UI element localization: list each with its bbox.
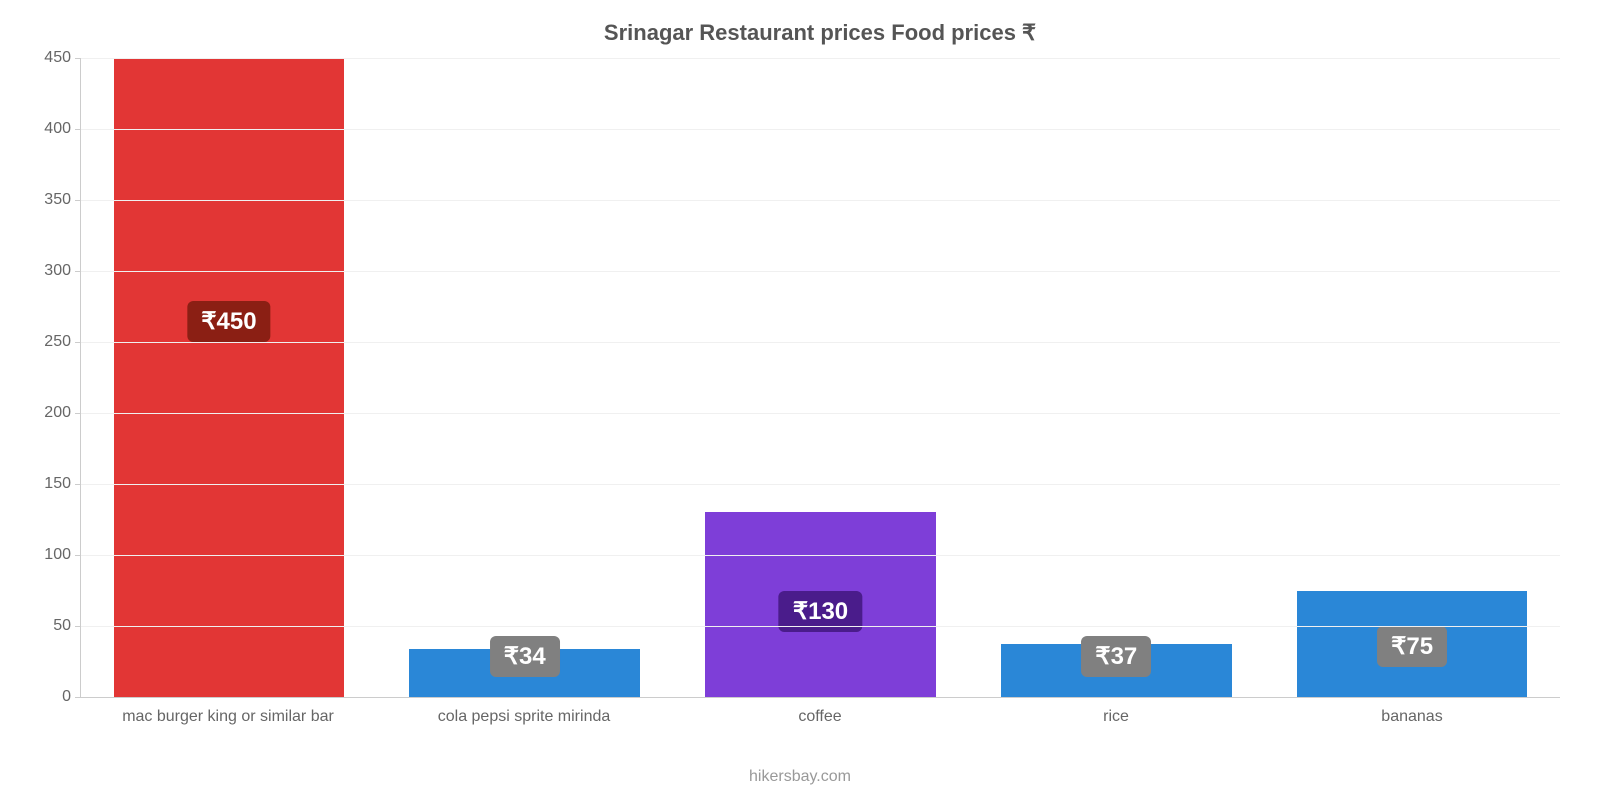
value-badge: ₹75 (1377, 626, 1447, 667)
bar-slot: ₹450 (81, 58, 377, 697)
gridline (81, 626, 1560, 627)
plot-area: ₹450₹34₹130₹37₹75 0501001502002503003504… (80, 58, 1560, 698)
bar-slot: ₹75 (1264, 58, 1560, 697)
y-tick-mark (75, 200, 81, 201)
gridline (81, 271, 1560, 272)
value-badge: ₹34 (490, 636, 560, 677)
gridline (81, 413, 1560, 414)
gridline (81, 200, 1560, 201)
bar: ₹450 (114, 58, 345, 697)
x-tick-label: bananas (1264, 708, 1560, 726)
x-axis-labels: mac burger king or similar barcola pepsi… (80, 708, 1560, 726)
chart-container: Srinagar Restaurant prices Food prices ₹… (0, 0, 1600, 800)
bars-layer: ₹450 ₹34 ₹130 ₹37 ₹75 (81, 58, 1560, 697)
y-tick-mark (75, 697, 81, 698)
attribution-text: hikersbay.com (0, 768, 1600, 786)
bar-slot: ₹130 (673, 58, 969, 697)
bar-slot: ₹34 (377, 58, 673, 697)
value-badge: ₹37 (1081, 636, 1151, 677)
value-badge: ₹450 (187, 301, 270, 342)
y-tick-mark (75, 129, 81, 130)
chart-title: Srinagar Restaurant prices Food prices ₹ (80, 20, 1560, 46)
x-tick-label: cola pepsi sprite mirinda (376, 708, 672, 726)
bar: ₹34 (409, 649, 640, 697)
x-tick-label: coffee (672, 708, 968, 726)
gridline (81, 484, 1560, 485)
y-tick-mark (75, 413, 81, 414)
y-tick-mark (75, 555, 81, 556)
y-tick-mark (75, 58, 81, 59)
gridline (81, 342, 1560, 343)
bar: ₹75 (1297, 591, 1528, 698)
y-tick-mark (75, 271, 81, 272)
bar: ₹130 (705, 512, 936, 697)
y-tick-mark (75, 342, 81, 343)
x-tick-label: mac burger king or similar bar (80, 708, 376, 726)
bar-slot: ₹37 (968, 58, 1264, 697)
y-tick-mark (75, 626, 81, 627)
gridline (81, 555, 1560, 556)
gridline (81, 58, 1560, 59)
bar: ₹37 (1001, 644, 1232, 697)
y-tick-mark (75, 484, 81, 485)
x-tick-label: rice (968, 708, 1264, 726)
gridline (81, 129, 1560, 130)
